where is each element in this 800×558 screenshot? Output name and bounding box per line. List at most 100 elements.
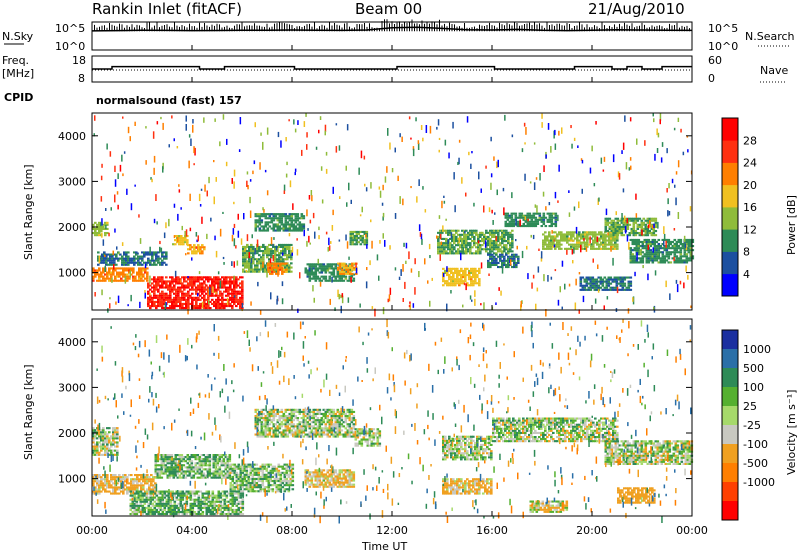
range-cell (642, 259, 645, 261)
range-cell (598, 285, 601, 287)
range-cell (453, 234, 456, 236)
range-cell (143, 256, 146, 258)
range-cell (510, 259, 512, 265)
range-cell (630, 277, 633, 279)
range-cell (165, 251, 168, 253)
cpid-row: CPID normalsound (fast) 157 (4, 91, 242, 107)
range-cell (270, 292, 272, 299)
range-cell (569, 284, 571, 287)
range-cell (600, 287, 603, 289)
range-cell (446, 272, 449, 274)
range-cell (170, 501, 173, 503)
range-cell (332, 225, 334, 231)
range-cell (544, 231, 547, 233)
range-cell (624, 283, 627, 285)
range-cell (627, 226, 630, 228)
range-cell (576, 227, 578, 234)
range-cell (429, 301, 431, 307)
range-cell (622, 281, 625, 283)
range-cell (118, 474, 121, 476)
range-cell (678, 160, 680, 167)
range-cell (104, 234, 107, 236)
range-cell (116, 437, 119, 439)
range-cell (543, 165, 545, 172)
range-cell (261, 221, 264, 223)
range-cell (351, 265, 354, 267)
range-cell (507, 266, 510, 268)
range-cell (168, 219, 170, 226)
range-cell (309, 280, 312, 282)
range-cell (144, 290, 146, 293)
range-cell (203, 301, 206, 303)
colorbar-segment (722, 163, 738, 186)
range-cell (471, 234, 474, 236)
range-cell (269, 225, 272, 227)
range-cell (101, 164, 103, 168)
range-cell (286, 162, 288, 165)
range-cell (208, 499, 211, 501)
range-cell (164, 233, 166, 239)
range-cell (638, 243, 641, 245)
range-cell (297, 215, 300, 217)
range-cell (633, 228, 636, 230)
range-cell (517, 262, 520, 264)
range-cell (101, 176, 103, 181)
range-cell (653, 118, 655, 122)
range-cell (258, 248, 261, 250)
range-cell (262, 207, 264, 210)
range-cell (627, 228, 630, 230)
range-cell (306, 241, 308, 247)
range-cell (572, 249, 574, 255)
range-cell (137, 260, 140, 262)
range-cell (602, 285, 605, 287)
range-cell (208, 493, 211, 495)
range-cell (194, 511, 197, 513)
range-cell (361, 151, 363, 159)
range-cell (103, 239, 105, 245)
range-cell (250, 179, 252, 182)
range-cell (541, 114, 543, 119)
range-cell (190, 139, 192, 147)
range-cell (157, 256, 160, 258)
range-cell (258, 254, 261, 256)
range-cell (507, 238, 510, 240)
range-cell (644, 140, 646, 146)
range-cell (443, 196, 445, 198)
range-cell (331, 265, 334, 267)
range-cell (149, 289, 152, 291)
range-cell (105, 225, 107, 229)
range-cell (555, 215, 558, 217)
range-cell (341, 269, 344, 271)
range-cell (272, 244, 274, 247)
range-cell (546, 238, 549, 240)
range-cell (371, 241, 373, 249)
range-cell (558, 242, 561, 244)
range-cell (342, 293, 344, 297)
range-cell (343, 280, 346, 282)
range-cell (137, 253, 139, 255)
range-cell (639, 218, 642, 220)
range-cell (505, 244, 508, 246)
range-cell (269, 265, 272, 267)
range-cell (187, 252, 190, 254)
range-cell (258, 271, 261, 273)
range-cell (535, 304, 537, 311)
range-cell (333, 274, 336, 276)
range-cell (450, 270, 453, 272)
range-cell (193, 248, 196, 250)
range-cell (638, 239, 641, 241)
range-cell (457, 162, 459, 165)
range-cell (104, 488, 107, 490)
range-cell (116, 431, 119, 433)
range-cell (410, 186, 412, 188)
range-cell (193, 282, 196, 284)
range-cell (97, 264, 100, 266)
range-cell (151, 256, 154, 258)
range-cell (669, 293, 671, 300)
range-cell (598, 198, 600, 202)
range-cell (120, 165, 122, 172)
range-cell (597, 237, 599, 243)
range-cell (259, 162, 261, 170)
range-cell (666, 148, 668, 153)
range-cell (274, 252, 277, 254)
